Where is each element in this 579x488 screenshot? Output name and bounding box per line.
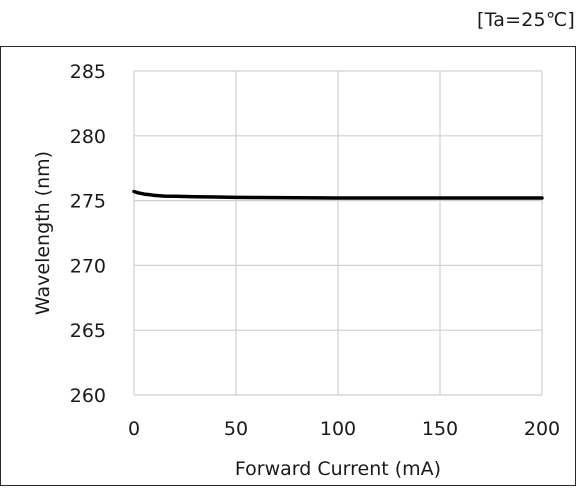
x-tick-labels: 0 50 100 150 200 — [128, 418, 560, 440]
x-tick-label: 50 — [224, 418, 248, 440]
wavelength-vs-current-chart: 260 265 270 275 280 285 0 50 100 150 200 Waveleng… — [32, 61, 560, 480]
y-tick-label: 270 — [70, 255, 106, 277]
temperature-condition-label: [Ta=25℃] — [477, 9, 575, 31]
x-axis-title: Forward Current (mA) — [235, 458, 441, 480]
x-tick-label: 0 — [128, 418, 140, 440]
x-tick-label: 200 — [524, 418, 560, 440]
y-tick-label: 285 — [70, 61, 106, 83]
y-tick-label: 280 — [70, 126, 106, 148]
grid-lines — [133, 70, 543, 396]
y-tick-label: 260 — [70, 385, 106, 407]
y-axis-title: Wavelength (nm) — [32, 151, 54, 315]
series-line — [132, 189, 544, 200]
y-tick-label: 275 — [70, 191, 106, 213]
data-series — [132, 189, 544, 200]
chart-frame: 260 265 270 275 280 285 0 50 100 150 200 Waveleng… — [0, 46, 576, 486]
x-tick-label: 150 — [422, 418, 458, 440]
x-tick-label: 100 — [320, 418, 356, 440]
y-tick-labels: 260 265 270 275 280 285 — [70, 61, 106, 407]
y-tick-label: 265 — [70, 320, 106, 342]
